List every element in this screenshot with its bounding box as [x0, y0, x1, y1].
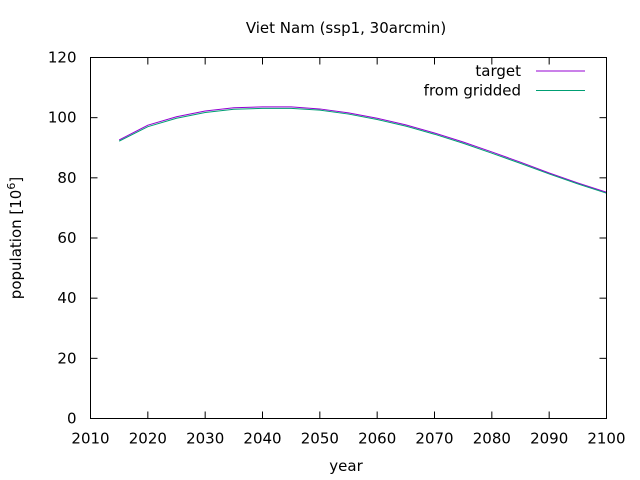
x-axis-ticks: 2010 2020 2030 2040 2050 2060 2070 2080 2090 2100: [71, 57, 626, 448]
y-axis-label-close: ]: [7, 177, 25, 183]
y-axis-label: population [106]: [5, 177, 25, 299]
x-axis-label: year: [329, 457, 363, 475]
series-layer: [118, 106, 607, 194]
x-tick-label: 2070: [415, 430, 453, 448]
x-tick-label: 2010: [71, 430, 109, 448]
y-axis-ticks: 0 20 40 60 80 100 120: [48, 49, 607, 428]
y-tick-label: 100: [48, 109, 77, 127]
y-axis-label-exponent: 6: [5, 183, 18, 190]
y-axis-label-base: population [10: [7, 190, 25, 300]
legend: target from gridded: [424, 62, 585, 100]
legend-label: target: [475, 62, 521, 80]
series-line-target: [118, 106, 607, 193]
y-tick-label: 80: [57, 169, 76, 187]
x-tick-label: 2080: [473, 430, 511, 448]
series-line-from-gridded: [118, 107, 607, 194]
x-tick-label: 2020: [129, 430, 167, 448]
y-tick-label: 60: [57, 229, 76, 247]
y-tick-label: 120: [48, 49, 77, 67]
x-tick-label: 2040: [243, 430, 281, 448]
y-tick-label: 20: [57, 349, 76, 367]
chart-title: Viet Nam (ssp1, 30arcmin): [246, 19, 446, 37]
x-tick-label: 2030: [186, 430, 224, 448]
legend-label: from gridded: [424, 82, 521, 100]
x-tick-label: 2050: [301, 430, 339, 448]
plot-frame: [90, 57, 607, 419]
y-tick-label: 40: [57, 289, 76, 307]
x-tick-label: 2090: [530, 430, 568, 448]
x-tick-label: 2060: [358, 430, 396, 448]
y-tick-label: 0: [67, 410, 77, 428]
x-tick-label: 2100: [587, 430, 625, 448]
